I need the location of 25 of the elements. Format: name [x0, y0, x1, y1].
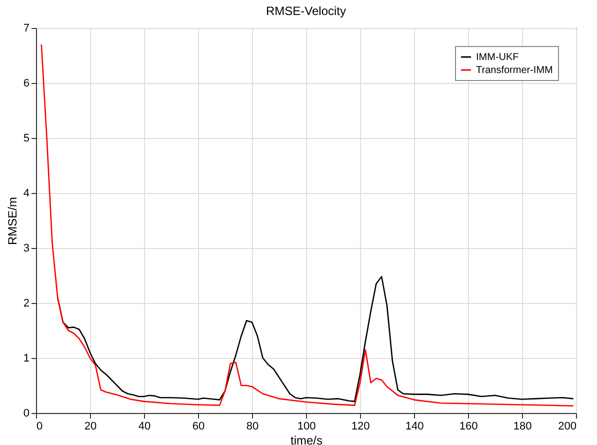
y-tick-label: 4 — [23, 188, 30, 200]
x-axis-title: time/s — [290, 434, 323, 445]
y-axis-title: RMSE/m — [5, 196, 20, 245]
x-tick-label: 60 — [192, 420, 205, 432]
chart-title: RMSE-Velocity — [266, 4, 346, 18]
x-tick-label: 120 — [351, 420, 370, 432]
y-tick-label: 7 — [23, 22, 30, 34]
x-tick-label: 200 — [558, 420, 576, 432]
y-tick-label: 3 — [23, 242, 30, 254]
x-tick-label: 20 — [84, 420, 97, 432]
legend-label: Transformer-IMM — [476, 65, 553, 76]
y-tick-label: 1 — [23, 352, 30, 364]
x-tick-label: 80 — [246, 420, 259, 432]
x-tick-label: 40 — [138, 420, 151, 432]
x-tick-label: 100 — [297, 420, 316, 432]
x-tick-label: 160 — [459, 420, 478, 432]
y-tick-label: 2 — [23, 298, 30, 310]
line-series — [40, 44, 574, 406]
y-tick-label: 5 — [23, 132, 30, 144]
x-tick-label: 180 — [513, 420, 532, 432]
legend-label: IMM-UKF — [476, 52, 519, 63]
y-tick-label: 6 — [23, 78, 30, 90]
y-tick-label: 0 — [23, 408, 30, 420]
x-tick-label: 140 — [405, 420, 424, 432]
x-tick-label: 0 — [36, 420, 43, 432]
